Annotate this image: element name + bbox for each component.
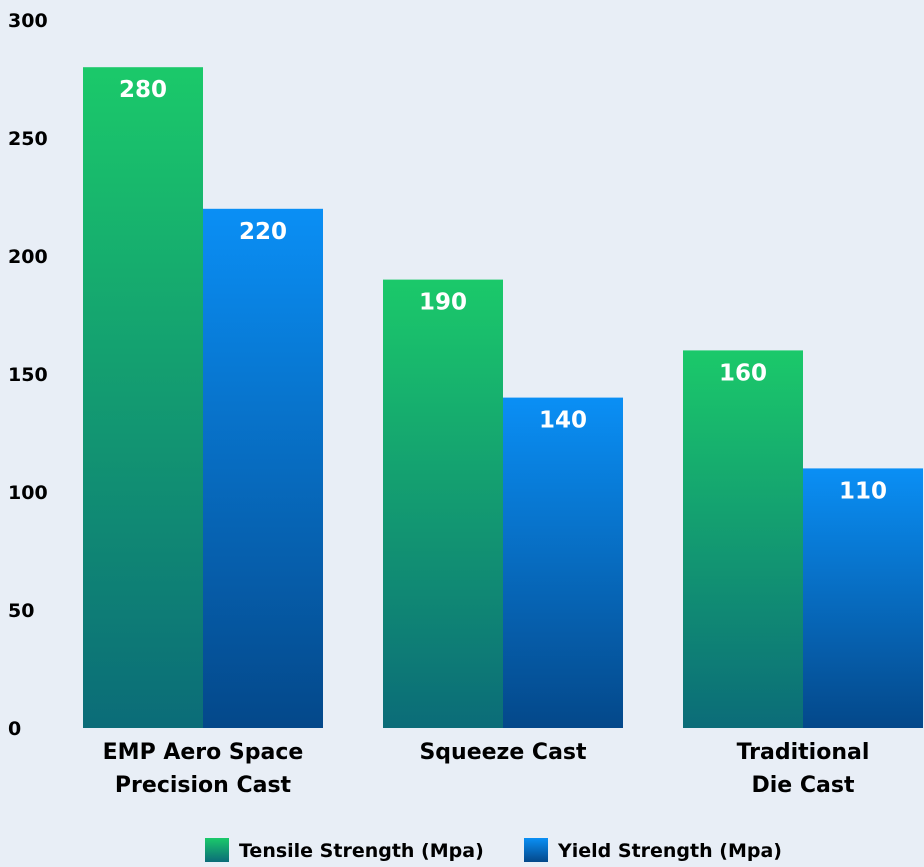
data-label: 190 bbox=[419, 290, 467, 316]
legend-swatch bbox=[205, 838, 229, 862]
data-labels: 280 220 190 140 160 110 bbox=[119, 77, 887, 504]
bar-tensile bbox=[383, 279, 503, 728]
bar-yield bbox=[203, 208, 323, 729]
x-category-label: EMP Aero Space bbox=[103, 740, 304, 765]
bar-yield bbox=[503, 397, 623, 728]
bars bbox=[83, 67, 923, 729]
legend: Tensile Strength (Mpa) Yield Strength (Mp… bbox=[205, 838, 782, 862]
legend-label: Yield Strength (Mpa) bbox=[557, 840, 782, 862]
legend-label: Tensile Strength (Mpa) bbox=[239, 840, 484, 862]
bar-yield bbox=[803, 468, 923, 728]
y-tick-label: 0 bbox=[8, 718, 21, 740]
x-category-label: Precision Cast bbox=[115, 773, 292, 798]
data-label: 280 bbox=[119, 77, 167, 103]
x-category-label: Die Cast bbox=[752, 773, 855, 798]
x-category-label: Squeeze Cast bbox=[419, 740, 587, 765]
data-label: 110 bbox=[839, 478, 887, 504]
bar-tensile bbox=[683, 350, 803, 728]
y-tick-label: 300 bbox=[8, 10, 48, 32]
data-label: 220 bbox=[239, 219, 287, 245]
y-tick-label: 100 bbox=[8, 482, 48, 504]
y-tick-label: 200 bbox=[8, 246, 48, 268]
bar-tensile bbox=[83, 67, 203, 728]
y-tick-label: 50 bbox=[8, 600, 34, 622]
x-axis: EMP Aero Space Precision Cast Squeeze Cast… bbox=[103, 740, 870, 798]
data-label: 160 bbox=[719, 360, 767, 386]
legend-swatch bbox=[524, 838, 548, 862]
y-tick-label: 150 bbox=[8, 364, 48, 386]
x-category-label: Traditional bbox=[737, 740, 870, 765]
y-tick-label: 250 bbox=[8, 128, 48, 150]
data-label: 140 bbox=[539, 408, 587, 434]
y-axis: 0 50 100 150 200 250 300 bbox=[8, 10, 48, 740]
